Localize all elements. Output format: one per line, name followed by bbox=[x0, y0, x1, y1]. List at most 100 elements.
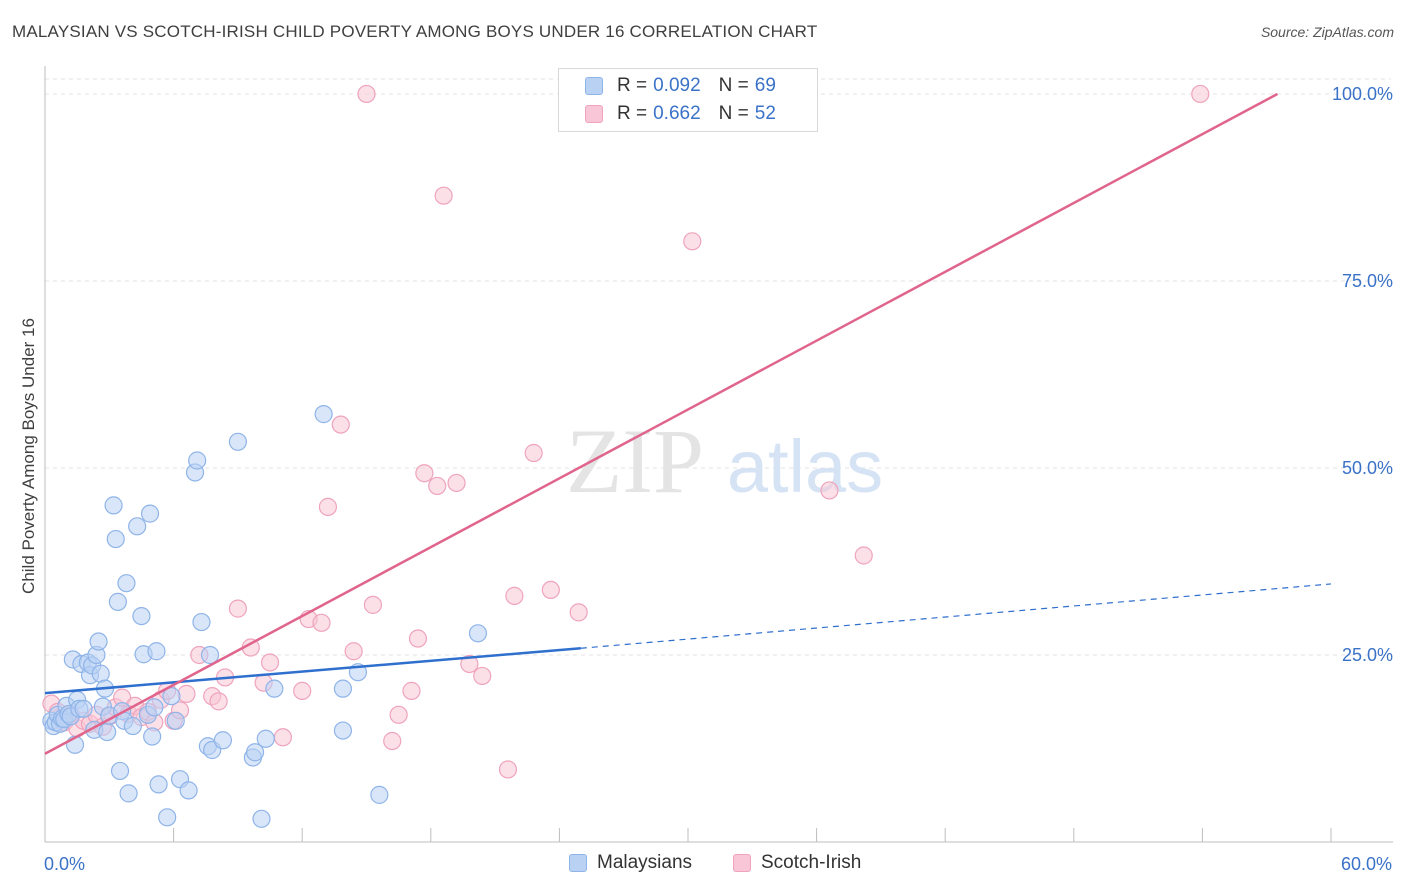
malaysian-point bbox=[147, 642, 166, 661]
scotch-irish-point bbox=[460, 654, 479, 674]
malaysian-trend-line bbox=[44, 647, 581, 695]
correlation-legend: R = 0.092 N = 69 R = 0.662 N = 52 bbox=[558, 68, 818, 132]
legend-row-malaysians: R = 0.092 N = 69 bbox=[585, 73, 776, 99]
malaysian-trend-extension bbox=[580, 583, 1332, 649]
legend-r-value: 0.662 bbox=[653, 103, 701, 124]
chart-title: MALAYSIAN VS SCOTCH-IRISH CHILD POVERTY … bbox=[12, 22, 818, 41]
axes bbox=[44, 66, 1393, 843]
legend-n-label: N = bbox=[718, 75, 749, 96]
malaysian-point bbox=[192, 612, 211, 632]
y-tick-label: 100.0% bbox=[1332, 84, 1393, 104]
scotch-irish-point bbox=[383, 731, 402, 751]
malaysian-point bbox=[104, 496, 123, 515]
scotch-irish-point bbox=[318, 497, 338, 516]
scotch-irish-point bbox=[402, 681, 421, 700]
malaysian-point bbox=[200, 645, 220, 665]
malaysian-point bbox=[468, 624, 488, 643]
legend-n-value: 69 bbox=[754, 75, 776, 96]
malaysian-point bbox=[140, 504, 160, 523]
scotch-irish-point bbox=[447, 473, 466, 493]
scotch-irish-point bbox=[389, 705, 408, 724]
malaysian-point bbox=[145, 698, 164, 717]
legend-r-label: R = bbox=[617, 75, 648, 96]
malaysian-point bbox=[265, 679, 284, 698]
scotch-irish-point bbox=[363, 595, 383, 614]
scotch-irish-point bbox=[357, 84, 376, 104]
scotch-irish-point bbox=[344, 642, 363, 661]
malaysian-point bbox=[108, 592, 127, 611]
malaysian-point bbox=[123, 716, 142, 736]
malaysian-point bbox=[91, 664, 110, 683]
y-tick-label: 50.0% bbox=[1342, 458, 1393, 478]
scotch-irish-point bbox=[228, 599, 247, 618]
y-axis-label: Child Poverty Among Boys Under 16 bbox=[19, 318, 38, 594]
scotch-irish-point bbox=[473, 666, 492, 686]
scotch-irish-point bbox=[209, 692, 228, 711]
scotch-irish-point bbox=[312, 613, 331, 632]
malaysian-point bbox=[119, 784, 138, 803]
scotch-irish-point bbox=[541, 580, 560, 600]
scotch-irish-point bbox=[569, 603, 588, 622]
malaysian-point bbox=[252, 809, 271, 828]
legend-r-value: 0.092 bbox=[653, 75, 701, 96]
x-tick-label: 0.0% bbox=[44, 854, 85, 874]
gridlines bbox=[45, 78, 1391, 656]
series-swatch-blue bbox=[569, 854, 587, 872]
scotch-irish-point bbox=[498, 760, 518, 779]
malaysian-points bbox=[42, 405, 488, 828]
watermark-zip: ZIP bbox=[566, 410, 704, 512]
scotch-irish-point bbox=[820, 481, 839, 500]
scotch-irish-point bbox=[415, 464, 434, 483]
scotch-irish-point bbox=[505, 586, 524, 605]
malaysian-point bbox=[228, 432, 247, 451]
scotch-irish-point bbox=[854, 546, 873, 565]
series-swatch-pink bbox=[733, 854, 751, 872]
scotch-irish-point bbox=[293, 681, 312, 700]
legend-r-label: R = bbox=[617, 103, 648, 124]
malaysian-point bbox=[213, 731, 232, 750]
scotch-irish-point bbox=[331, 415, 350, 434]
y-tick-label: 75.0% bbox=[1342, 271, 1393, 291]
malaysian-point bbox=[333, 721, 353, 740]
series-label-scotch-irish: Scotch-Irish bbox=[761, 852, 862, 873]
malaysian-point bbox=[245, 743, 265, 762]
scotch-irish-point bbox=[434, 186, 453, 205]
legend-swatch-blue bbox=[585, 77, 603, 95]
malaysian-point bbox=[132, 606, 151, 626]
malaysian-point bbox=[188, 451, 207, 470]
malaysian-point bbox=[89, 632, 108, 651]
malaysian-point bbox=[106, 529, 125, 549]
legend-row-scotch-irish: R = 0.662 N = 52 bbox=[585, 101, 776, 127]
malaysian-point bbox=[128, 517, 147, 536]
trend-lines bbox=[44, 92, 1332, 755]
malaysian-point bbox=[98, 722, 117, 742]
series-legend-scotch-irish[interactable]: Scotch-Irish bbox=[733, 852, 861, 874]
malaysian-point bbox=[370, 785, 389, 804]
x-tick-label: 60.0% bbox=[1341, 854, 1392, 874]
scotch-irish-point bbox=[273, 728, 293, 747]
source-credit: Source: ZipAtlas.com bbox=[1260, 24, 1394, 40]
malaysian-point bbox=[158, 808, 177, 827]
malaysian-point bbox=[179, 781, 198, 800]
scotch-irish-point bbox=[524, 443, 543, 463]
malaysian-point bbox=[149, 775, 168, 794]
malaysian-point bbox=[74, 699, 93, 718]
legend-swatch-pink bbox=[585, 105, 603, 123]
series-legend: Malaysians Scotch-Irish bbox=[0, 852, 1406, 878]
scotch-irish-point bbox=[683, 232, 702, 251]
malaysian-point bbox=[256, 729, 275, 748]
malaysian-point bbox=[333, 679, 353, 698]
malaysian-point bbox=[110, 761, 130, 781]
scotch-irish-point bbox=[408, 629, 428, 648]
watermark-atlas: atlas bbox=[727, 425, 883, 508]
tick-labels: 25.0% 50.0% 75.0% 100.0% 0.0% 60.0% bbox=[44, 84, 1393, 874]
series-label-malaysians: Malaysians bbox=[597, 852, 693, 873]
malaysian-point bbox=[143, 727, 162, 746]
malaysian-point bbox=[314, 405, 333, 424]
malaysian-point bbox=[162, 687, 181, 706]
series-legend-malaysians[interactable]: Malaysians bbox=[569, 852, 692, 874]
scotch-irish-trend-line bbox=[44, 92, 1279, 755]
scotch-irish-point bbox=[1191, 84, 1210, 104]
malaysian-point bbox=[117, 574, 136, 593]
